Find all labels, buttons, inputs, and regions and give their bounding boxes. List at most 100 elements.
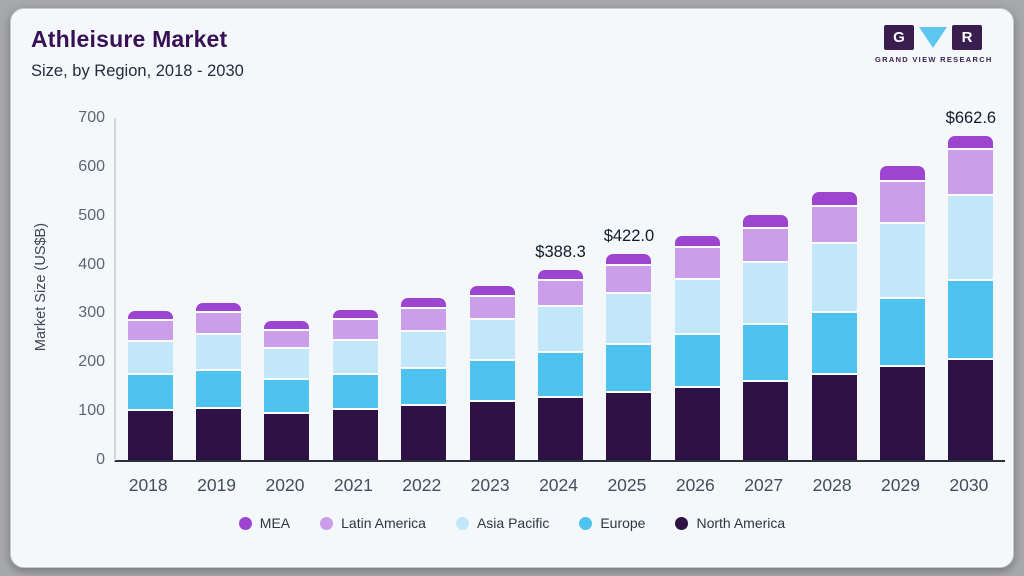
x-axis-labels: 2018 2019 2020 2021 2022 2023 2024 2025 2026 2027… — [114, 475, 1003, 496]
legend-label: Asia Pacific — [476, 515, 550, 531]
bar-segment-asia-pacific — [606, 294, 652, 346]
bar-segment-asia-pacific — [196, 334, 242, 371]
bar-segment-mea — [264, 321, 310, 331]
bar-segment-latin-america — [127, 321, 173, 342]
bar-segment-asia-pacific — [127, 341, 173, 375]
bar-slot-2020 — [253, 118, 321, 460]
bar-segment-latin-america — [811, 206, 857, 245]
x-axis-label-2028: 2028 — [812, 475, 852, 495]
bar-segment-north-america — [196, 408, 242, 460]
bar-segment-europe — [811, 312, 857, 375]
bar-slot-2022 — [390, 118, 458, 460]
bar-segment-mea — [674, 235, 720, 249]
bar-slot-2018 — [116, 118, 184, 460]
header: Athleisure Market Size, by Region, 2018 … — [31, 25, 244, 81]
bar-segment-asia-pacific — [538, 307, 584, 354]
bar-segment-europe — [879, 298, 925, 367]
legend-item-north-america: North America — [675, 515, 785, 531]
stacked-bar-2022 — [401, 297, 447, 460]
y-axis-tick-labels: 0 100 200 300 400 500 600 700 — [45, 109, 105, 468]
bar-segment-europe — [401, 368, 447, 407]
bar-segment-europe — [127, 374, 173, 412]
bar-segment-latin-america — [948, 150, 994, 196]
x-axis-label-2029: 2029 — [881, 475, 920, 495]
y-tick-label-600: 600 — [78, 157, 105, 175]
bar-slot-2019 — [184, 118, 252, 460]
bar-segment-north-america — [811, 374, 857, 460]
legend-label: Europe — [600, 515, 646, 531]
bar-segment-europe — [743, 324, 789, 382]
bar-segment-europe — [674, 335, 720, 388]
chart-subtitle: Size, by Region, 2018 - 2030 — [31, 62, 244, 80]
chart-card: Athleisure Market Size, by Region, 2018 … — [10, 8, 1014, 568]
stacked-bar-2029 — [879, 166, 925, 460]
logo-triangle-icon — [919, 27, 947, 48]
bar-segment-latin-america — [606, 265, 652, 295]
stacked-bar-2018 — [127, 311, 173, 460]
legend-label: Latin America — [341, 515, 426, 531]
bar-segment-mea — [196, 303, 242, 314]
bar-segment-mea — [948, 136, 994, 151]
bar-segment-north-america — [538, 397, 584, 460]
bar-segment-asia-pacific — [811, 244, 857, 313]
bar-segment-north-america — [469, 402, 515, 460]
bar-slot-2027 — [732, 118, 800, 460]
bar-segment-asia-pacific — [332, 340, 378, 376]
y-tick-label-0: 0 — [96, 451, 105, 468]
bar-segment-latin-america — [469, 297, 515, 321]
page-title: Athleisure Market — [31, 26, 228, 52]
bar-segment-north-america — [743, 381, 789, 460]
stacked-bar-2020 — [264, 321, 310, 460]
x-axis-label-2020: 2020 — [265, 475, 305, 495]
x-axis-label-2022: 2022 — [402, 475, 442, 495]
bar-segment-asia-pacific — [948, 195, 994, 282]
bar-segment-mea — [469, 285, 515, 298]
bar-segment-north-america — [332, 410, 378, 460]
bar-segment-asia-pacific — [674, 279, 720, 336]
bar-segment-asia-pacific — [401, 331, 447, 369]
bar-segment-latin-america — [332, 319, 378, 341]
bar-segment-mea — [127, 311, 173, 322]
bar-segment-mea — [538, 270, 584, 282]
logo-text: GRAND VIEW RESEARCH — [875, 55, 993, 64]
stacked-bar-2025 — [606, 253, 652, 460]
y-tick-label-500: 500 — [78, 206, 105, 224]
y-tick-label-300: 300 — [78, 304, 105, 322]
legend-label: North America — [696, 515, 786, 531]
chart-legend: MEA Latin America Asia Pacific Europe North … — [11, 515, 1013, 531]
x-axis-label-2027: 2027 — [744, 475, 784, 495]
x-axis-label-2025: 2025 — [607, 475, 647, 495]
bar-segment-north-america — [264, 413, 310, 460]
total-label-2030: $662.6 — [945, 109, 997, 128]
bar-segment-north-america — [127, 411, 173, 460]
x-axis-label-2026: 2026 — [675, 475, 715, 495]
bar-segment-europe — [264, 379, 310, 414]
y-tick-label-200: 200 — [78, 353, 105, 371]
legend-label: MEA — [259, 515, 291, 531]
bar-segment-mea — [401, 297, 447, 309]
grand-view-research-logo: G R GRAND VIEW RESEARCH — [875, 25, 991, 64]
x-axis-label-2024: 2024 — [539, 475, 578, 495]
legend-item-europe: Europe — [579, 515, 645, 531]
bar-segment-latin-america — [674, 248, 720, 280]
legend-item-asia-pacific: Asia Pacific — [455, 515, 550, 531]
plot-area: $388.3 $422.0 $662.6 — [114, 109, 1005, 462]
bar-segment-north-america — [401, 406, 447, 460]
bar-segment-latin-america — [401, 308, 447, 332]
bar-slot-2029 — [868, 118, 936, 460]
bar-slot-2024: $388.3 — [526, 118, 594, 460]
bar-segment-latin-america — [196, 313, 242, 335]
total-label-2024: $388.3 — [535, 243, 586, 262]
logo-marks: G R — [875, 25, 991, 50]
bar-segment-latin-america — [879, 182, 925, 224]
bar-segment-asia-pacific — [264, 348, 310, 380]
total-label-2025: $422.0 — [603, 226, 655, 245]
logo-letter-g: G — [884, 25, 914, 50]
bar-segment-north-america — [674, 387, 720, 460]
x-axis-label-2018: 2018 — [128, 475, 168, 495]
bar-slot-2021 — [321, 118, 389, 460]
bar-segment-europe — [332, 375, 378, 411]
bar-segment-latin-america — [743, 228, 789, 264]
bar-segment-north-america — [879, 366, 925, 460]
legend-dot-icon — [455, 516, 469, 530]
